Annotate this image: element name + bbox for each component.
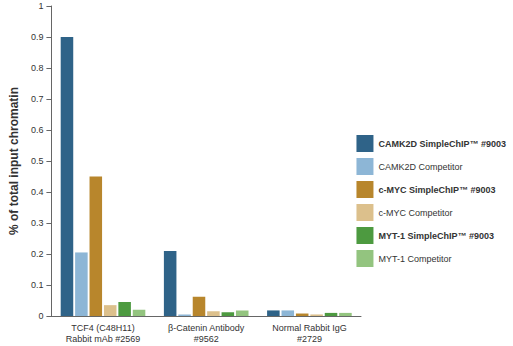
svg-text:MYT-1 SimpleChIP™ #9003: MYT-1 SimpleChIP™ #9003 [378,231,494,241]
svg-text:TCF4 (C48H11): TCF4 (C48H11) [71,323,134,333]
svg-text:0.7: 0.7 [31,94,44,104]
svg-text:β-Catenin Antibody: β-Catenin Antibody [168,323,245,333]
svg-text:CAMK2D Competitor: CAMK2D Competitor [378,162,462,172]
svg-text:c-MYC Competitor: c-MYC Competitor [378,208,452,218]
svg-text:0.2: 0.2 [31,249,44,259]
svg-text:Rabbit mAb #2569: Rabbit mAb #2569 [66,334,141,344]
svg-text:Normal Rabbit IgG: Normal Rabbit IgG [272,323,347,333]
svg-text:0.8: 0.8 [31,63,44,73]
svg-text:0.9: 0.9 [31,32,44,42]
svg-text:0.4: 0.4 [31,187,44,197]
svg-text:0.1: 0.1 [31,280,44,290]
svg-text:#2729: #2729 [297,334,322,344]
svg-text:0.5: 0.5 [31,156,44,166]
svg-text:MYT-1 Competitor: MYT-1 Competitor [378,254,451,264]
svg-text:c-MYC SimpleChIP™ #9003: c-MYC SimpleChIP™ #9003 [378,185,495,195]
svg-text:0: 0 [38,311,43,321]
svg-text:0.6: 0.6 [31,125,44,135]
svg-text:% of total input chromatin: % of total input chromatin [7,87,21,235]
svg-text:CAMK2D SimpleChIP™ #9003: CAMK2D SimpleChIP™ #9003 [378,139,506,149]
svg-text:1: 1 [38,1,43,11]
svg-text:0.3: 0.3 [31,218,44,228]
svg-text:#9562: #9562 [194,334,219,344]
